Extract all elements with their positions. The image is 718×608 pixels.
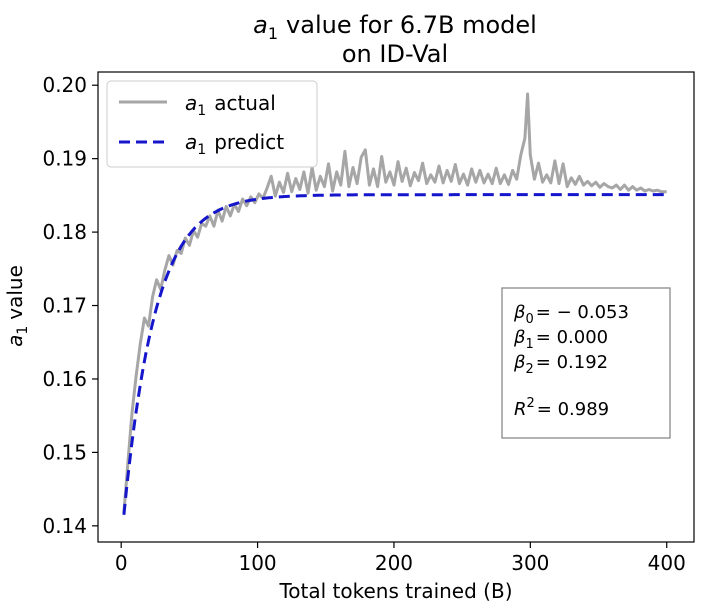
legend: a1 actual a1 predict (106, 80, 318, 168)
ylabel-symbol: a (3, 335, 27, 347)
y-tick-label: 0.16 (42, 367, 87, 391)
beta1-text: β1 = 0.000 (513, 327, 608, 352)
legend-actual-label: a1 actual (185, 91, 276, 119)
legend-box (106, 80, 318, 168)
annotation-box (501, 287, 671, 439)
y-tick-label: 0.14 (42, 514, 87, 538)
beta0-text: β0 = − 0.053 (513, 302, 629, 327)
ticks: 0 100 200 300 400 0.14 0.15 0.16 0.17 0.18 0.19 0.2… (42, 73, 685, 575)
fit-annotation: β0 = − 0.053 β1 = 0.000 β2 = 0.192 R2 = 0.98… (501, 287, 671, 439)
y-tick-label: 0.15 (42, 440, 87, 464)
title-text: value for 6.7B model (286, 11, 537, 39)
x-tick-label: 100 (238, 551, 276, 575)
x-tick-label: 200 (375, 551, 413, 575)
y-tick-label: 0.18 (42, 220, 87, 244)
title-symbol: a (253, 11, 268, 39)
series-actual-line (122, 92, 667, 513)
y-tick-label: 0.17 (42, 294, 87, 318)
chart-title-line-1: a1 value for 6.7B model (253, 11, 537, 43)
title-subscript: 1 (268, 24, 278, 43)
y-tick-label: 0.19 (42, 147, 87, 171)
ylabel-text: value (3, 265, 27, 320)
x-tick-label: 400 (648, 551, 686, 575)
data-lines (122, 92, 667, 515)
y-tick-label: 0.20 (42, 73, 87, 97)
legend-predict-label: a1 predict (185, 130, 284, 158)
x-tick-label: 300 (511, 551, 549, 575)
x-axis-label: Total tokens trained (B) (278, 579, 512, 603)
y-axis-label: a1 value (3, 265, 31, 347)
ylabel-subscript: 1 (15, 326, 31, 335)
beta2-text: β2 = 0.192 (513, 352, 608, 377)
series-predict-line (122, 193, 667, 515)
x-tick-label: 0 (115, 551, 128, 575)
r-squared-text: R2 = 0.989 (514, 396, 609, 420)
chart-title-line-2: on ID-Val (342, 40, 448, 68)
